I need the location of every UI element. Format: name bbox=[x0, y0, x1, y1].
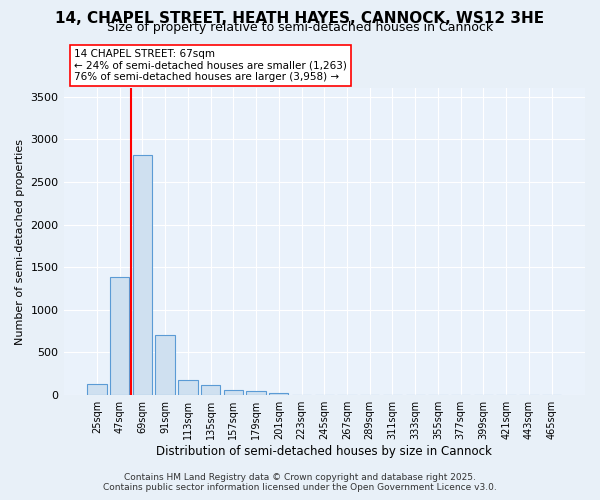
Bar bbox=[224, 390, 243, 394]
Bar bbox=[155, 335, 175, 394]
Text: Size of property relative to semi-detached houses in Cannock: Size of property relative to semi-detach… bbox=[107, 22, 493, 35]
Text: 14 CHAPEL STREET: 67sqm
← 24% of semi-detached houses are smaller (1,263)
76% of: 14 CHAPEL STREET: 67sqm ← 24% of semi-de… bbox=[74, 49, 347, 82]
X-axis label: Distribution of semi-detached houses by size in Cannock: Distribution of semi-detached houses by … bbox=[157, 444, 492, 458]
Bar bbox=[201, 386, 220, 394]
Bar bbox=[110, 278, 130, 394]
Bar bbox=[247, 392, 266, 394]
Bar bbox=[178, 380, 197, 394]
Text: 14, CHAPEL STREET, HEATH HAYES, CANNOCK, WS12 3HE: 14, CHAPEL STREET, HEATH HAYES, CANNOCK,… bbox=[55, 11, 545, 26]
Bar bbox=[269, 393, 289, 394]
Text: Contains HM Land Registry data © Crown copyright and database right 2025.
Contai: Contains HM Land Registry data © Crown c… bbox=[103, 473, 497, 492]
Bar bbox=[133, 155, 152, 394]
Bar bbox=[87, 384, 107, 394]
Y-axis label: Number of semi-detached properties: Number of semi-detached properties bbox=[15, 138, 25, 344]
